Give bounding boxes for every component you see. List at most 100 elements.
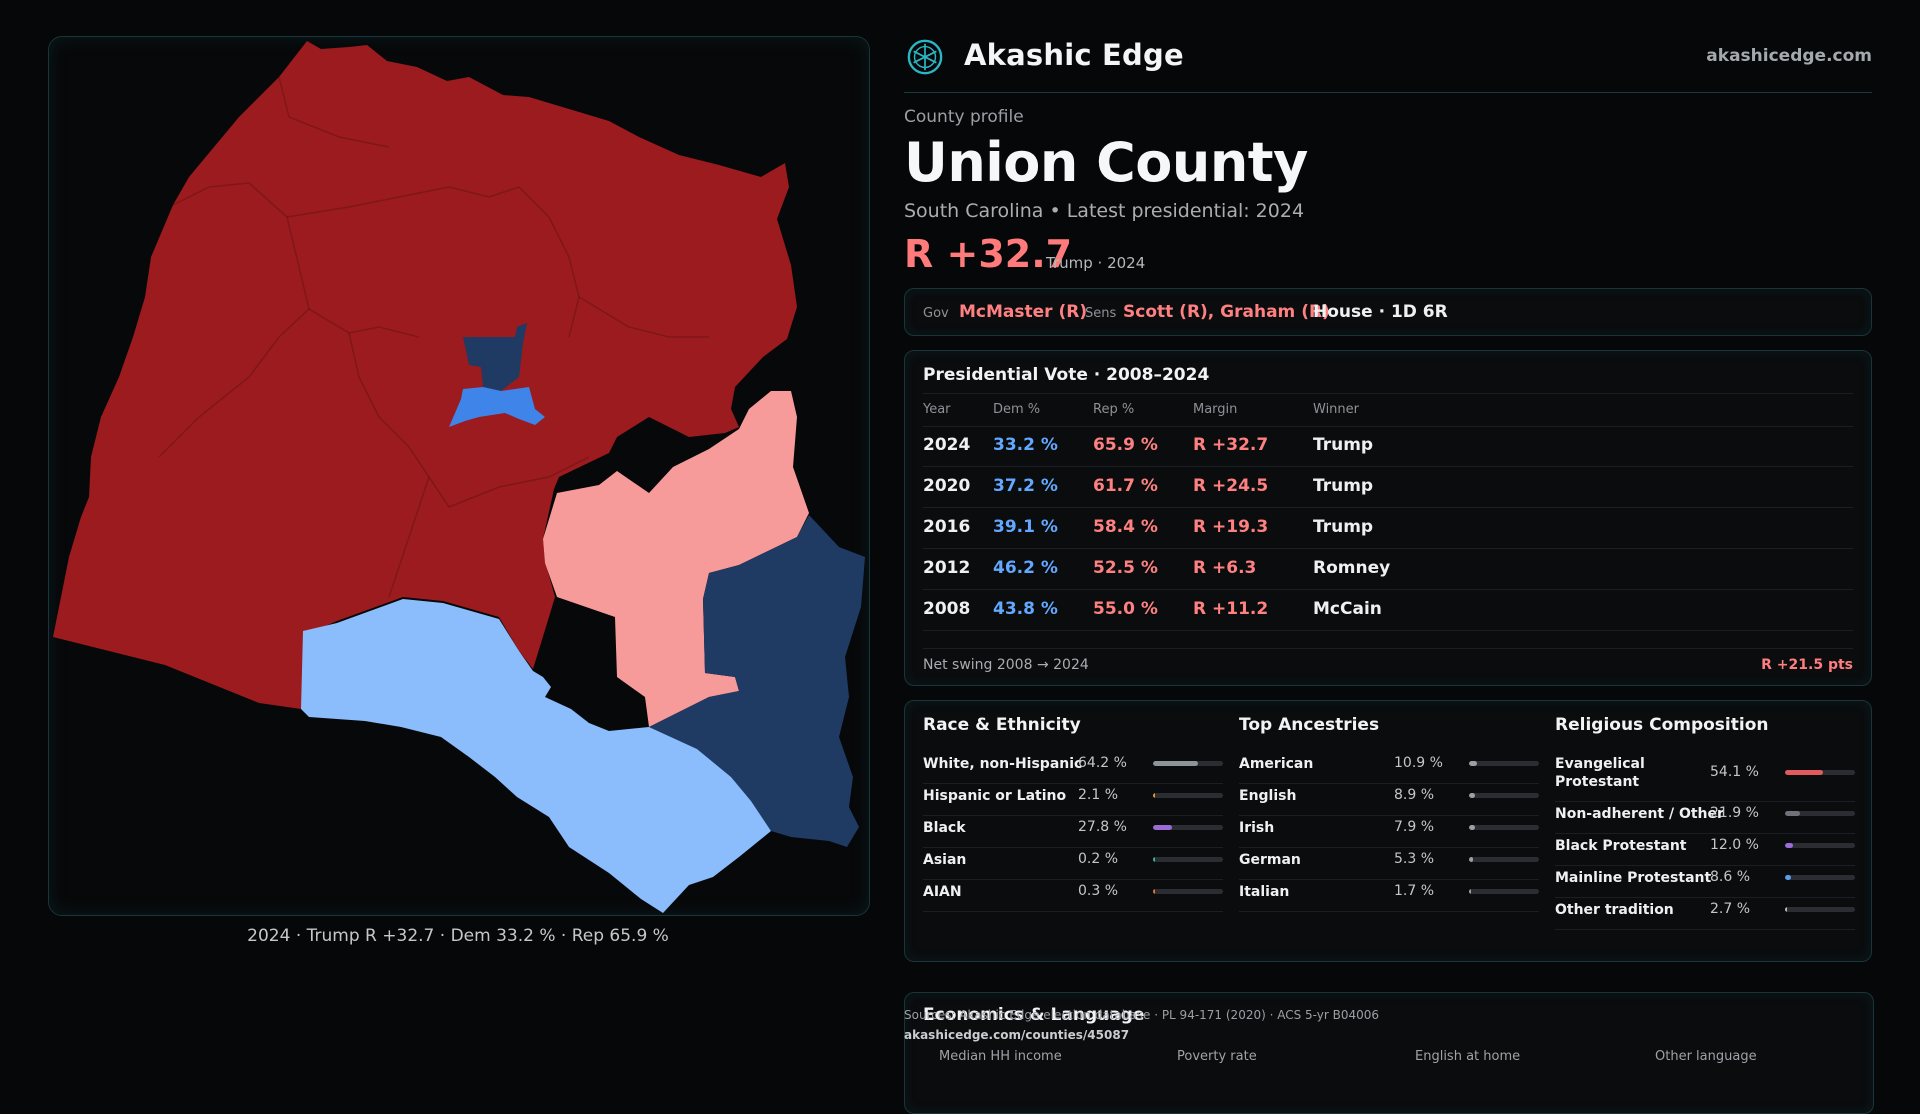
ancestry-name: American	[1239, 756, 1314, 772]
precinct-lean-d[interactable]	[301, 599, 771, 913]
table-row: 2008 43.8 % 55.0 % R +11.2 McCain	[923, 589, 1853, 631]
net-swing-label: Net swing 2008 → 2024	[923, 657, 1089, 673]
row-year: 2016	[923, 517, 971, 537]
margin-note: Trump · 2024	[1046, 254, 1146, 272]
source-line: Sources: Akashic Edge election database …	[904, 1008, 1380, 1022]
religion-bar-fill	[1785, 907, 1788, 912]
akashic-logo-icon	[907, 39, 943, 75]
race-bar-fill	[1153, 825, 1173, 830]
religion-pct: 12.0 %	[1710, 837, 1759, 853]
ancestry-pct: 7.9 %	[1394, 819, 1435, 835]
col-dem: Dem %	[993, 402, 1041, 417]
precinct-town-strong-d[interactable]	[463, 323, 527, 391]
ancestry-name: Italian	[1239, 884, 1290, 900]
row-winner: McCain	[1313, 599, 1382, 619]
row-margin: R +32.7	[1193, 435, 1269, 455]
religion-bar	[1785, 907, 1855, 912]
row-rep: 61.7 %	[1093, 476, 1158, 496]
race-row: Asian 0.2 %	[923, 847, 1223, 880]
religion-row: Mainline Protestant 8.6 %	[1555, 865, 1855, 898]
row-winner: Trump	[1313, 435, 1374, 455]
row-winner: Trump	[1313, 476, 1374, 496]
col-margin: Margin	[1193, 402, 1238, 417]
precinct-town-mid-d[interactable]	[449, 387, 545, 427]
gov-label: Gov	[923, 306, 949, 321]
ancestry-bar-fill	[1469, 793, 1476, 798]
precinct-map-svg[interactable]	[49, 37, 869, 915]
religion-pct: 8.6 %	[1710, 869, 1751, 885]
race-pct: 0.3 %	[1078, 883, 1119, 899]
race-bar	[1153, 793, 1223, 798]
religion-name: Evangelical Protestant	[1555, 756, 1645, 790]
race-name: White, non-Hispanic	[923, 756, 1083, 772]
race-pct: 2.1 %	[1078, 787, 1119, 803]
row-margin: R +11.2	[1193, 599, 1269, 619]
presidential-title: Presidential Vote · 2008–2024	[923, 365, 1210, 385]
ancestry-bar	[1469, 761, 1539, 766]
ancestry-name: English	[1239, 788, 1297, 804]
header: Akashic Edge akashicedge.com	[904, 36, 1872, 93]
race-row: Hispanic or Latino 2.1 %	[923, 783, 1223, 816]
economics-title: Economics & Language	[923, 1005, 1145, 1025]
precinct-strong-d[interactable]	[649, 515, 865, 847]
row-year: 2012	[923, 558, 971, 578]
table-row: 2012 46.2 % 52.5 % R +6.3 Romney	[923, 548, 1853, 590]
sens-names: Scott (R), Graham (R)	[1123, 302, 1330, 322]
race-title: Race & Ethnicity	[923, 715, 1081, 735]
race-bar-fill	[1153, 857, 1156, 862]
religion-row: Black Protestant 12.0 %	[1555, 833, 1855, 866]
row-rep: 55.0 %	[1093, 599, 1158, 619]
religion-bar	[1785, 875, 1855, 880]
religion-row: Other tradition 2.7 %	[1555, 897, 1855, 930]
row-winner: Romney	[1313, 558, 1391, 578]
race-bar-fill	[1153, 793, 1156, 798]
econ-median-income: Median HH income	[939, 1049, 1062, 1064]
religion-pct: 2.7 %	[1710, 901, 1751, 917]
precinct-lean-r[interactable]	[543, 391, 809, 727]
ancestry-name: German	[1239, 852, 1301, 868]
precinct-strong-r[interactable]	[53, 41, 797, 709]
source-url-link[interactable]: akashicedge.com/counties/45087	[904, 1028, 1130, 1042]
row-dem: 46.2 %	[993, 558, 1058, 578]
race-row: White, non-Hispanic 64.2 %	[923, 751, 1223, 784]
religion-bar	[1785, 770, 1855, 775]
religion-row: Non-adherent / Other 21.9 %	[1555, 801, 1855, 834]
econ-poverty: Poverty rate	[1177, 1049, 1257, 1064]
county-map[interactable]	[48, 36, 870, 916]
gov-name: McMaster (R)	[959, 302, 1088, 322]
row-rep: 65.9 %	[1093, 435, 1158, 455]
religion-bar-fill	[1785, 811, 1801, 816]
row-dem: 43.8 %	[993, 599, 1058, 619]
religion-bar-fill	[1785, 843, 1794, 848]
row-margin: R +19.3	[1193, 517, 1269, 537]
ancestry-bar-fill	[1469, 889, 1472, 894]
ancestry-name: Irish	[1239, 820, 1275, 836]
religion-bar-fill	[1785, 770, 1823, 775]
race-name: Asian	[923, 852, 967, 868]
ancestry-bar-fill	[1469, 761, 1477, 766]
race-name: Hispanic or Latino	[923, 788, 1067, 804]
ancestry-pct: 10.9 %	[1394, 755, 1443, 771]
precinct-boundaries	[158, 76, 709, 598]
ancestry-row: German 5.3 %	[1239, 847, 1539, 880]
row-year: 2024	[923, 435, 971, 455]
page-title: Union County	[904, 131, 1308, 194]
page-eyebrow: County profile	[904, 107, 1024, 127]
religion-name: Other tradition	[1555, 902, 1674, 918]
ancestry-pct: 8.9 %	[1394, 787, 1435, 803]
race-row: Black 27.8 %	[923, 815, 1223, 848]
brand-domain-link[interactable]: akashicedge.com	[1706, 46, 1872, 66]
econ-english: English at home	[1415, 1049, 1521, 1064]
ancestry-row: English 8.9 %	[1239, 783, 1539, 816]
ancestry-bar	[1469, 889, 1539, 894]
table-row: 2016 39.1 % 58.4 % R +19.3 Trump	[923, 507, 1853, 549]
ancestry-bar-fill	[1469, 857, 1473, 862]
race-bar-fill	[1153, 761, 1198, 766]
race-name: AIAN	[923, 884, 962, 900]
religion-bar	[1785, 811, 1855, 816]
religion-title: Religious Composition	[1555, 715, 1769, 735]
row-dem: 37.2 %	[993, 476, 1058, 496]
ancestry-bar	[1469, 793, 1539, 798]
margin-value: R +32.7	[904, 232, 1073, 276]
net-swing: Net swing 2008 → 2024 R +21.5 pts	[923, 648, 1853, 673]
